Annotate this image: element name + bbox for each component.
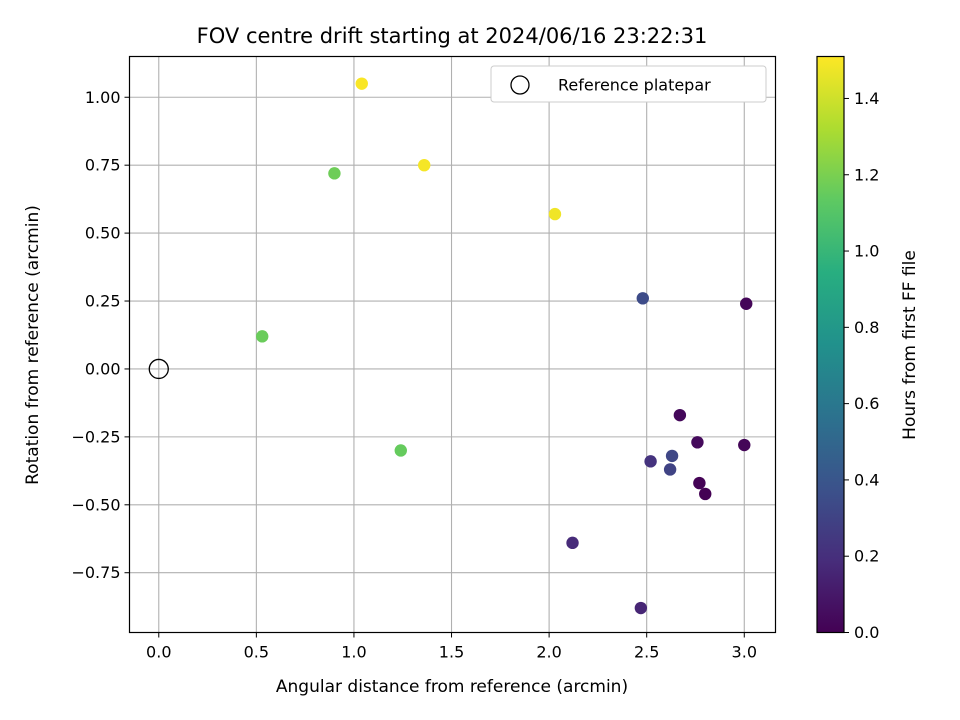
data-point: [548, 207, 562, 221]
colorbar-ticks: 0.0 0.2 0.4 0.6 0.8 1.0 1.2 1.4: [844, 89, 879, 642]
data-point: [355, 77, 368, 90]
data-point: [738, 438, 751, 452]
colorbar: 0.0 0.2 0.4 0.6 0.8 1.0 1.2 1.4 Hours from firs…: [816, 55, 920, 642]
data-point: [665, 449, 679, 463]
y-tick-label: 1.00: [85, 88, 121, 107]
colorbar-tick-label: 0.8: [854, 318, 879, 337]
data-point: [644, 455, 657, 468]
colorbar-tick-label: 0.4: [854, 470, 879, 489]
data-point: [328, 167, 341, 180]
colorbar-tick-label: 1.0: [854, 242, 879, 261]
colorbar-tick-label: 1.4: [854, 89, 879, 108]
x-tick-label: 1.5: [439, 643, 464, 662]
legend-label: Reference platepar: [558, 76, 711, 95]
x-tick-label: 0.5: [244, 643, 269, 662]
y-tick-label: 0.25: [85, 292, 121, 311]
legend-box: [490, 65, 767, 103]
data-point: [673, 408, 687, 422]
data-point: [699, 487, 712, 501]
data-point: [394, 444, 407, 457]
chart-title: FOV centre drift starting at 2024/06/16 …: [197, 24, 708, 48]
x-tick-label: 2.5: [634, 643, 659, 662]
y-axis-ticks: −0.75 −0.50 −0.25 0.00 0.25 0.50 0.75 1.00: [71, 88, 130, 582]
data-point: [634, 601, 648, 615]
y-tick-label: 0.75: [85, 156, 121, 175]
data-point: [691, 436, 704, 449]
data-points: [148, 77, 753, 615]
colorbar-tick-label: 1.2: [854, 165, 879, 184]
x-tick-label: 1.0: [341, 643, 366, 662]
colorbar-tick-label: 0.6: [854, 394, 879, 413]
x-axis-ticks: 0.0 0.5 1.0 1.5 2.0 2.5 3.0: [146, 632, 757, 662]
colorbar-tick-label: 0.2: [854, 547, 879, 566]
colorbar-tick-label: 0.0: [854, 623, 879, 642]
reference-platepar-marker: [148, 358, 169, 380]
legend-reference-marker: [510, 75, 530, 95]
data-point: [693, 476, 706, 490]
data-point: [566, 536, 579, 550]
y-tick-label: −0.25: [71, 427, 120, 446]
colorbar-gradient: [816, 55, 845, 634]
plot-frame: [128, 55, 777, 634]
x-tick-label: 2.0: [536, 643, 561, 662]
y-tick-label: −0.50: [71, 495, 120, 514]
grid-lines: [129, 56, 776, 633]
data-point: [663, 463, 677, 476]
y-tick-label: 0.00: [85, 359, 121, 378]
y-tick-label: 0.50: [85, 224, 121, 243]
data-point: [418, 158, 431, 172]
x-tick-label: 3.0: [732, 643, 757, 662]
colorbar-label: Hours from first FF file: [900, 250, 920, 440]
y-tick-label: −0.75: [71, 563, 120, 582]
legend: Reference platepar: [490, 65, 767, 103]
data-point: [636, 292, 649, 305]
y-axis-label: Rotation from reference (arcmin): [23, 205, 43, 485]
data-point: [740, 297, 753, 310]
x-tick-label: 0.0: [146, 643, 171, 662]
data-point: [256, 330, 269, 343]
x-axis-label: Angular distance from reference (arcmin): [276, 677, 628, 697]
